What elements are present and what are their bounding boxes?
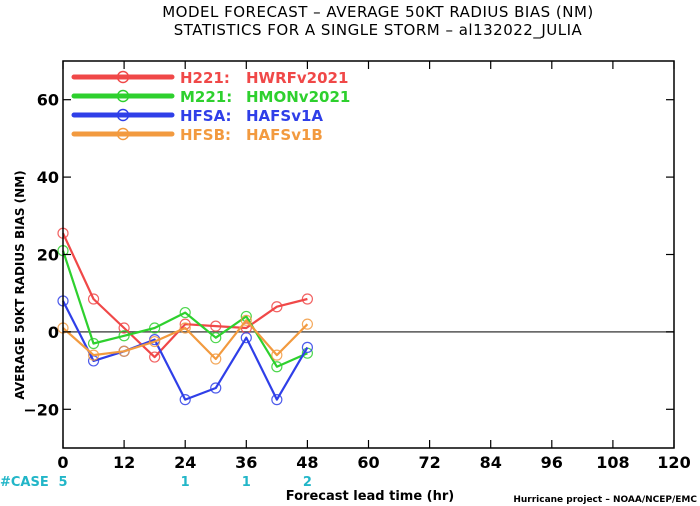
x-tick-label: 120: [657, 453, 690, 472]
x-tick-label: 24: [174, 453, 196, 472]
case-count: 1: [181, 475, 190, 490]
case-count: 1: [242, 475, 251, 490]
y-tick-label: 0: [48, 323, 59, 342]
x-tick-label: 12: [113, 453, 135, 472]
data-point-hafsv1b: [301, 318, 313, 330]
chart-title-line2: STATISTICS FOR A SINGLE STORM – al132022…: [174, 21, 583, 40]
data-point-hafsv1a: [301, 341, 313, 353]
data-point-hafsv1a: [179, 394, 191, 406]
y-tick-label: 20: [37, 246, 59, 265]
x-tick-label: 84: [480, 453, 502, 472]
legend-marker-hafsv1b: [116, 127, 130, 141]
data-point-hafsv1b: [179, 322, 191, 334]
data-point-hafsv1a: [210, 382, 222, 394]
x-tick-label: 60: [357, 453, 379, 472]
data-point-hafsv1a: [271, 394, 283, 406]
x-tick-label: 36: [235, 453, 257, 472]
data-point-hmonv2021: [118, 330, 130, 342]
y-tick-label: −20: [23, 400, 59, 419]
x-tick-label: 48: [296, 453, 318, 472]
data-point-hafsv1a: [240, 332, 252, 344]
data-point-hafsv1b: [240, 314, 252, 326]
credit-text: Hurricane project – NOAA/NCEP/EMC: [513, 495, 697, 505]
data-point-hmonv2021: [210, 332, 222, 344]
data-point-hmonv2021: [271, 361, 283, 373]
data-point-hwrfv2021: [271, 301, 283, 313]
legend-marker-hafsv1a: [116, 108, 130, 122]
series-line-hmonv2021: [61, 250, 308, 368]
data-point-hwrfv2021: [118, 322, 130, 334]
legend-name-hafsv1a: HAFSv1A: [246, 107, 323, 125]
case-count: 2: [303, 475, 312, 490]
legend-name-hafsv1b: HAFSv1B: [246, 126, 323, 144]
data-point-hafsv1b: [210, 353, 222, 365]
series-line-hafsv1a: [62, 300, 309, 401]
x-tick-label: 72: [418, 453, 440, 472]
data-point-hmonv2021: [179, 306, 191, 319]
data-point-hmonv2021: [87, 337, 100, 350]
plot-frame: [62, 60, 675, 449]
y-tick-label: 40: [37, 168, 59, 187]
series-line-hwrfv2021: [62, 232, 308, 359]
legend-code-hmonv2021: M221:: [180, 88, 232, 106]
data-point-hafsv1b: [271, 349, 283, 361]
legend-name-hmonv2021: HMONv2021: [246, 88, 350, 106]
data-point-hwrfv2021: [87, 293, 100, 305]
data-point-hafsv1b: [118, 345, 130, 357]
y-axis-label: AVERAGE 50KT RADIUS BIAS (NM): [13, 170, 27, 399]
legend-code-hafsv1b: HFSB:: [180, 126, 231, 144]
x-tick-label: 0: [57, 453, 68, 472]
legend-marker-hmonv2021: [116, 89, 130, 103]
x-tick-label: 108: [596, 453, 629, 472]
data-point-hafsv1b: [149, 335, 161, 348]
legend-code-hwrfv2021: H221:: [180, 69, 230, 87]
legend-code-hafsv1a: HFSA:: [180, 107, 232, 125]
y-tick-label: 60: [37, 91, 59, 110]
data-point-hwrfv2021: [149, 351, 161, 363]
case-count: 5: [58, 475, 67, 490]
x-axis-label: Forecast lead time (hr): [286, 489, 454, 504]
data-point-hwrfv2021: [301, 293, 313, 305]
case-label: #CASE: [0, 475, 49, 490]
data-point-hafsv1b: [87, 349, 100, 361]
data-point-hwrfv2021: [210, 320, 222, 332]
series-line-hafsv1b: [62, 319, 309, 361]
legend-marker-hwrfv2021: [116, 70, 130, 84]
x-tick-label: 96: [541, 453, 563, 472]
chart-title-line1: MODEL FORECAST – AVERAGE 50KT RADIUS BIA…: [162, 3, 594, 21]
data-point-hmonv2021: [149, 322, 161, 334]
legend-name-hwrfv2021: HWRFv2021: [246, 69, 348, 87]
